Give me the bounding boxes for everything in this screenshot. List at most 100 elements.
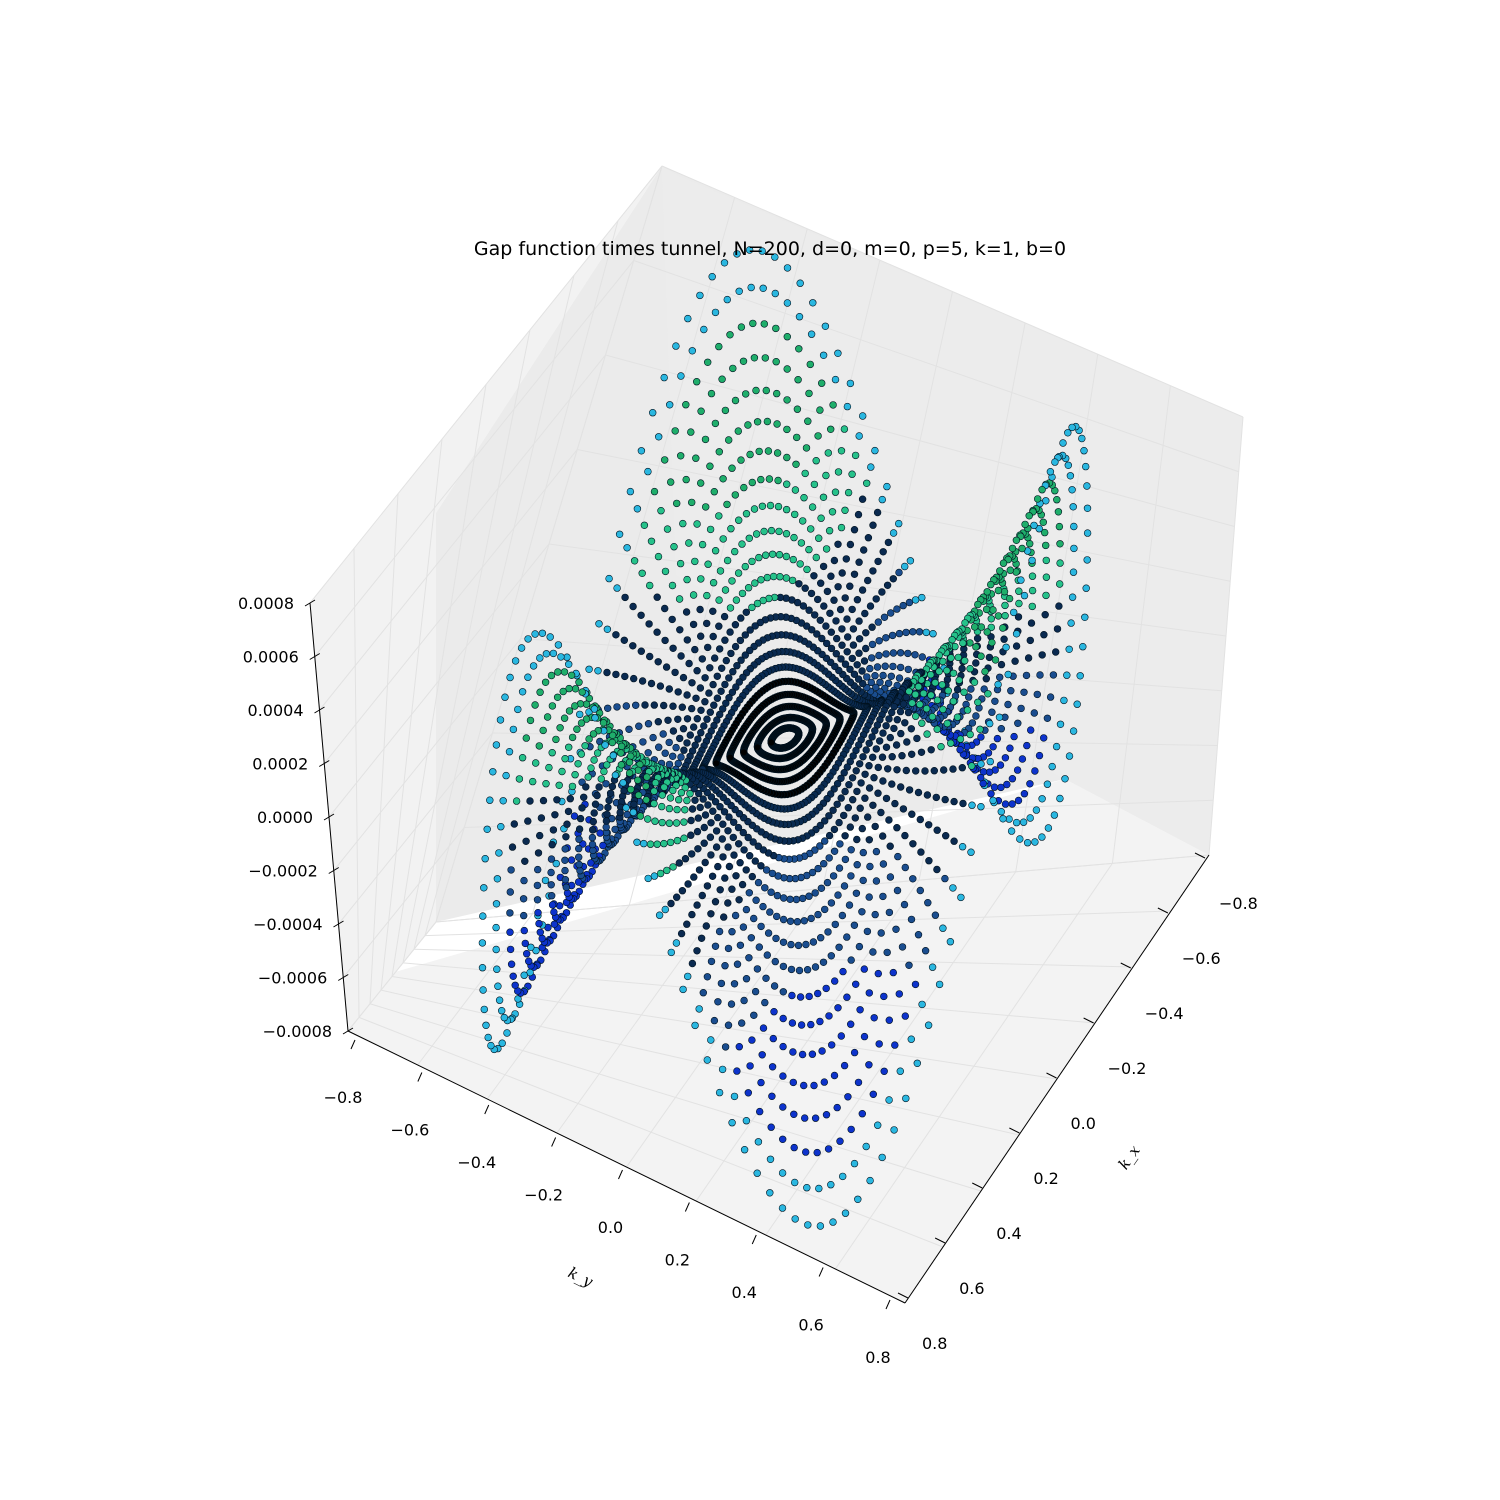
surface-point (511, 981, 519, 989)
surface-point (711, 897, 720, 906)
surface-point (715, 448, 723, 456)
surface-point (885, 1096, 893, 1104)
surface-point (1038, 651, 1046, 659)
surface-point (552, 859, 560, 868)
surface-point (904, 665, 912, 674)
surface-point (1012, 818, 1021, 827)
surface-point (1055, 522, 1064, 531)
surface-point (596, 829, 604, 837)
surface-point (911, 712, 920, 720)
surface-point (622, 804, 630, 812)
surface-point (720, 612, 729, 621)
z-tick-label: 0.0006 (243, 648, 299, 667)
surface-point (696, 479, 705, 487)
surface-point (758, 247, 766, 255)
surface-point (587, 764, 595, 772)
surface-point (1049, 671, 1058, 679)
surface-point (1069, 503, 1077, 511)
surface-point (983, 628, 991, 636)
surface-point (633, 838, 641, 846)
surface-point (642, 782, 650, 790)
surface-point (984, 749, 993, 757)
surface-point (839, 967, 847, 976)
surface-point (670, 542, 678, 551)
surface-point (810, 611, 819, 619)
surface-point (748, 557, 756, 566)
surface-point (711, 308, 720, 317)
surface-point (588, 826, 597, 834)
x-tick-mark (1194, 852, 1206, 859)
surface-point (875, 737, 884, 745)
surface-point (994, 612, 1003, 620)
surface-point (790, 510, 799, 519)
surface-point (1053, 625, 1062, 633)
surface-point (1001, 611, 1009, 620)
surface-point (790, 1178, 799, 1187)
surface-point (740, 846, 748, 854)
surface-point (747, 934, 755, 942)
surface-point (479, 912, 487, 920)
surface-point (692, 694, 700, 702)
surface-point (866, 602, 875, 610)
surface-point (909, 840, 917, 848)
surface-point (1019, 818, 1028, 826)
surface-point (868, 640, 877, 649)
surface-point (993, 734, 1002, 743)
surface-point (955, 676, 963, 684)
surface-point (1008, 800, 1016, 808)
surface-point (865, 784, 874, 792)
surface-point (634, 776, 642, 784)
surface-point (859, 546, 868, 554)
surface-point (1055, 580, 1064, 588)
y-tick-label: 0.2 (665, 1251, 690, 1270)
surface-point (690, 784, 698, 793)
surface-point (774, 476, 782, 485)
surface-point (767, 526, 776, 535)
surface-point (554, 668, 562, 676)
surface-point (836, 605, 845, 614)
surface-point (996, 761, 1005, 769)
surface-point (974, 698, 982, 706)
surface-point (665, 685, 673, 693)
surface-point (514, 705, 522, 714)
surface-point (748, 603, 756, 612)
z-tick-label: −0.0002 (248, 862, 317, 881)
surface-point (937, 742, 945, 751)
surface-point (1015, 599, 1023, 608)
surface-point (885, 1016, 893, 1024)
surface-point (562, 833, 570, 841)
surface-point (1016, 835, 1024, 843)
surface-point (834, 583, 842, 591)
surface-point (903, 738, 911, 746)
surface-point (788, 1019, 797, 1027)
surface-point (509, 972, 517, 980)
surface-point (650, 787, 658, 795)
surface-point (837, 447, 846, 455)
surface-point (972, 659, 980, 667)
surface-point (783, 299, 792, 307)
surface-point (757, 475, 765, 484)
surface-point (664, 716, 672, 724)
surface-point (779, 938, 788, 946)
surface-point (622, 702, 630, 710)
left-back-wall (310, 166, 662, 1031)
surface-point (847, 846, 855, 854)
surface-point (880, 992, 888, 1001)
surface-point (650, 799, 658, 808)
surface-point (872, 745, 880, 753)
surface-point (739, 357, 748, 365)
surface-point (810, 572, 818, 580)
surface-point (795, 345, 803, 353)
surface-point (741, 651, 749, 659)
surface-point (706, 833, 715, 841)
surface-point (782, 505, 791, 514)
surface-point (550, 920, 559, 928)
surface-point (493, 875, 502, 883)
surface-point (644, 874, 652, 883)
surface-point (759, 1024, 768, 1032)
surface-point (832, 617, 840, 625)
surface-point (612, 631, 620, 639)
surface-point (771, 957, 779, 966)
surface-point (819, 351, 828, 359)
surface-point (603, 810, 611, 819)
